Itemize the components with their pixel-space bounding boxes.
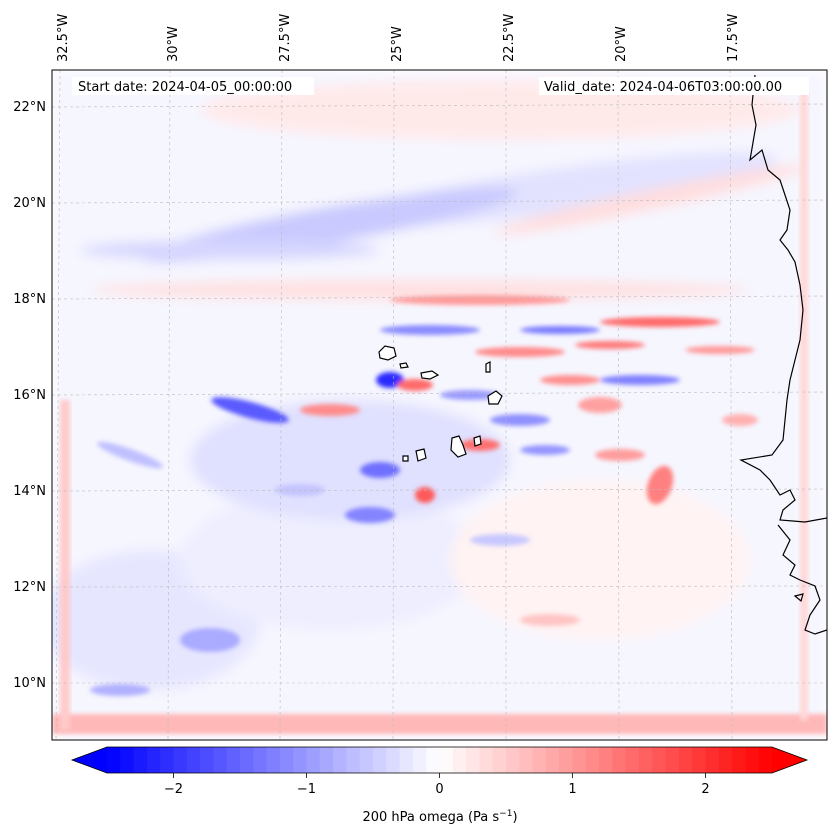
colorbar-cell [213, 747, 228, 773]
colorbar-cell [572, 747, 587, 773]
colorbar-tick-label: −2 [164, 782, 183, 797]
colorbar-cell [732, 747, 746, 773]
colorbar-cell [240, 747, 254, 773]
island-santo-antao [378, 345, 397, 361]
colorbar-label: 200 hPa omega (Pa s−1) [362, 809, 517, 825]
colorbar-cell [585, 747, 600, 773]
colorbar-cell [758, 747, 773, 773]
cape-verde-islands [378, 345, 503, 462]
lat-tick-12n: 12°N [13, 580, 46, 595]
colorbar-cell [346, 747, 361, 773]
colorbar-cell [439, 747, 454, 773]
colorbar-cell [266, 747, 281, 773]
colorbar-tick-label: 2 [701, 782, 709, 797]
colorbar-cell [373, 747, 387, 773]
colorbar-label-main: 200 hPa omega (Pa s [362, 810, 499, 825]
lon-tick-20w: 20°W [614, 26, 629, 62]
lon-tick-22-5w: 22.5°W [502, 14, 517, 62]
colorbar-cell [652, 747, 667, 773]
colorbar-cell [705, 747, 720, 773]
colorbar-cell [226, 747, 241, 773]
colorbar-cell [186, 747, 201, 773]
valid-date-label: Valid_date: 2024-04-06T03:00:00.00 [544, 80, 782, 95]
colorbar-cells [107, 747, 773, 773]
lon-tick-27-5w: 27.5°W [278, 14, 293, 62]
colorbar-cell [599, 747, 613, 773]
colorbar-cell [452, 747, 467, 773]
lon-tick-17-5w: 17.5°W [726, 14, 741, 62]
colorbar-cell [399, 747, 414, 773]
colorbar-cell [678, 747, 693, 773]
colorbar-extend-min [72, 747, 107, 773]
colorbar-cell [745, 747, 760, 773]
colorbar-cell [479, 747, 494, 773]
valid-date-box [539, 77, 809, 95]
colorbar-cell [506, 747, 520, 773]
map-panel: Start date: 2024-04-05_00:00:00 Valid_da… [51, 69, 828, 741]
colorbar-cell [532, 747, 547, 773]
colorbar-cell [492, 747, 507, 773]
colorbar: −2 −1 0 1 2 200 hPa omega (Pa s−1) [70, 746, 809, 825]
colorbar-cell [426, 747, 441, 773]
colorbar-cell [612, 747, 627, 773]
lat-tick-14n: 14°N [13, 484, 46, 499]
colorbar-cell [253, 747, 268, 773]
colorbar-cell [306, 747, 321, 773]
omega-field [52, 70, 827, 740]
colorbar-cell [545, 747, 560, 773]
island-santiago [450, 435, 467, 458]
colorbar-tick-label: 1 [568, 782, 576, 797]
colorbar-label-exponent: −1 [499, 809, 512, 819]
colorbar-cell [107, 747, 121, 773]
start-date-label: Start date: 2024-04-05_00:00:00 [78, 80, 292, 95]
colorbar-ticks: −2 −1 0 1 2 [164, 773, 710, 797]
lat-tick-10n: 10°N [13, 676, 46, 691]
colorbar-cell [625, 747, 640, 773]
lat-tick-18n: 18°N [13, 292, 46, 307]
lat-tick-16n: 16°N [13, 388, 46, 403]
colorbar-cell [718, 747, 733, 773]
colorbar-cell [146, 747, 161, 773]
longitude-ticks: 32.5°W 30°W 27.5°W 25°W 22.5°W 20°W 17.5… [56, 14, 741, 62]
colorbar-extend-max [772, 747, 807, 773]
colorbar-cell [133, 747, 148, 773]
colorbar-cell [279, 747, 294, 773]
latitude-ticks: 22°N 20°N 18°N 16°N 14°N 12°N 10°N [13, 100, 46, 691]
lat-tick-22n: 22°N [13, 100, 46, 115]
colorbar-cell [559, 747, 574, 773]
colorbar-cell [333, 747, 347, 773]
coastlines [739, 74, 827, 635]
colorbar-cell [319, 747, 334, 773]
colorbar-tick-label: −1 [297, 782, 316, 797]
colorbar-cell [359, 747, 374, 773]
colorbar-cell [639, 747, 653, 773]
start-date-box [72, 77, 314, 95]
colorbar-cell [519, 747, 534, 773]
colorbar-cell [466, 747, 480, 773]
colorbar-outline [70, 746, 809, 774]
colorbar-cell [386, 747, 401, 773]
colorbar-cell [200, 747, 214, 773]
lon-tick-25w: 25°W [390, 26, 405, 62]
lat-tick-20n: 20°N [13, 196, 46, 211]
colorbar-label-close: ) [512, 810, 517, 825]
lon-tick-30w: 30°W [166, 26, 181, 62]
colorbar-cell [293, 747, 308, 773]
lon-tick-32-5w: 32.5°W [56, 14, 71, 62]
colorbar-tick-label: 0 [435, 782, 443, 797]
colorbar-cell [173, 747, 188, 773]
colorbar-cell [120, 747, 135, 773]
colorbar-cell [692, 747, 707, 773]
gridlines [52, 70, 827, 740]
africa-coastline [739, 74, 827, 523]
island-boa-vista [487, 390, 503, 405]
colorbar-cell [160, 747, 175, 773]
colorbar-cell [412, 747, 427, 773]
map-frame [51, 69, 828, 741]
colorbar-cell [665, 747, 680, 773]
